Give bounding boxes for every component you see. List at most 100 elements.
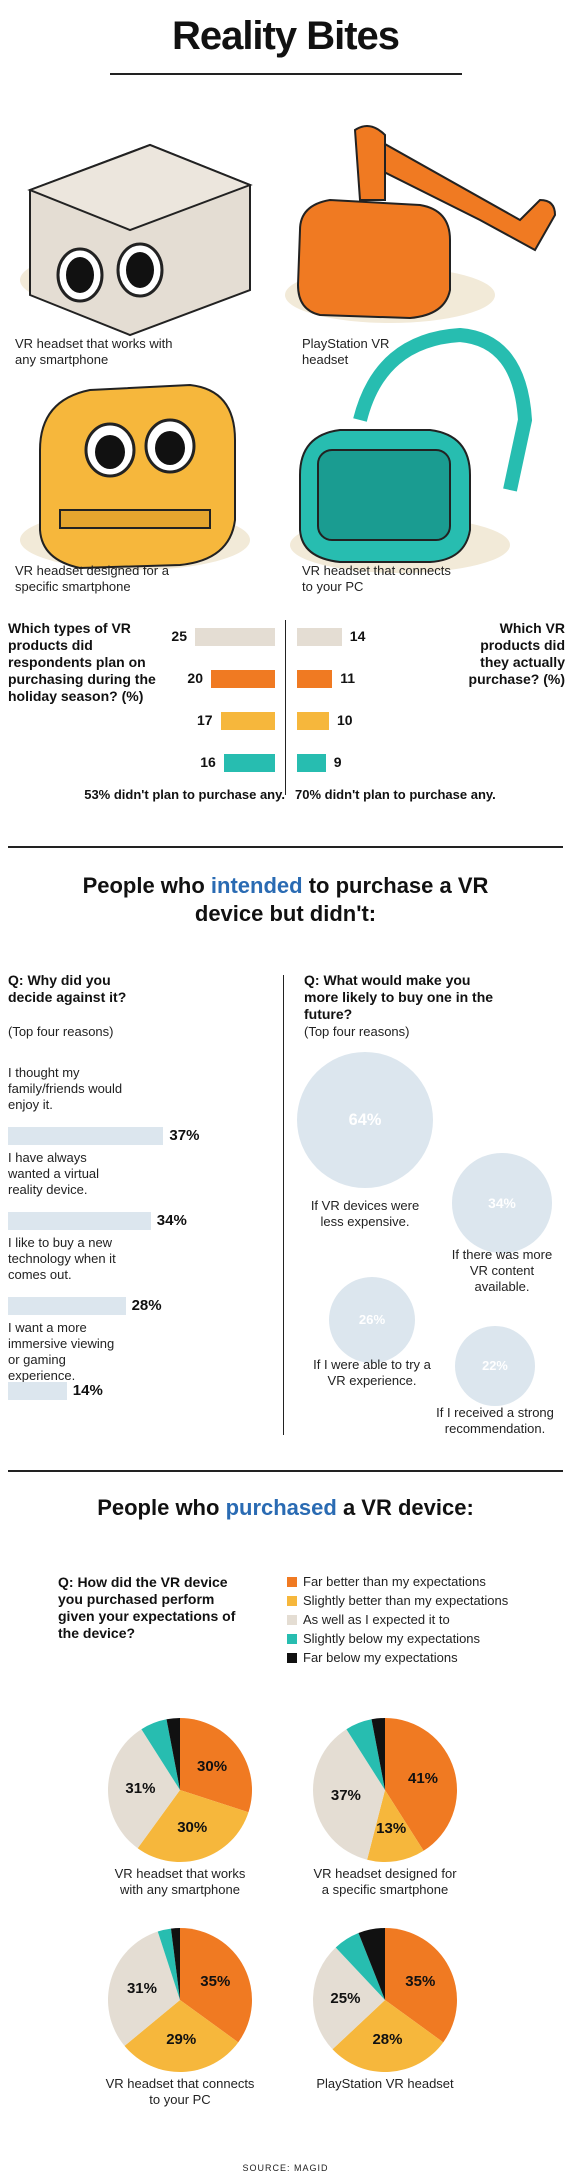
reason-bar [8, 1127, 164, 1145]
pie-caption: VR headset designed for a specific smart… [313, 1866, 457, 1897]
legend-label: Slightly better than my expectations [303, 1593, 509, 1608]
actual-bar-label: 11 [340, 670, 355, 686]
future-bubble: 34% [452, 1153, 552, 1253]
pie-slice-label: 25% [330, 1989, 361, 2007]
pie-slice [166, 1718, 180, 1790]
pie-slice [335, 1933, 385, 2000]
pie-slice [346, 1719, 385, 1790]
legend-label: As well as I expected it to [303, 1612, 450, 1627]
future-question: Q: What would make you more likely to bu… [304, 972, 494, 1022]
plan-bar [223, 754, 275, 772]
section-divider-1 [8, 846, 563, 848]
pie-slice-label: 35% [405, 1973, 436, 1991]
legend-swatch [287, 1577, 297, 1587]
reason-percent: 34% [156, 1212, 187, 1229]
section3-heading: People who purchased a VR device: [97, 1495, 474, 1520]
legend-swatch [287, 1634, 297, 1644]
actual-bar [297, 712, 329, 730]
plan-bar [195, 628, 275, 646]
reason-bar [8, 1212, 151, 1230]
legend-label: Slightly below my expectations [303, 1631, 481, 1646]
plan-question: Which types of VR products did responden… [8, 620, 156, 704]
pie-slice [124, 2000, 239, 2072]
cardboard-headset-icon [20, 143, 253, 337]
future-reason-text: If I were able to try a VR experience. [313, 1357, 431, 1388]
future-bubble: 22% [455, 1326, 535, 1406]
product-caption-phone: VR headset designed for a specific smart… [15, 563, 169, 594]
reason-text: I want a more immersive viewing or gamin… [8, 1320, 115, 1383]
legend-label: Far better than my expectations [303, 1574, 486, 1589]
reason-percent: 37% [169, 1127, 200, 1144]
plan-bar-label: 20 [187, 670, 203, 686]
playstation-vr-headset-icon [285, 125, 557, 323]
pie-slice [313, 1947, 385, 2050]
pie-slice [371, 1718, 385, 1790]
reason-percent: 14% [72, 1382, 103, 1399]
actual-bar-label: 14 [349, 628, 366, 644]
future-reason-text: If I received a strong recommendation. [436, 1405, 554, 1436]
pie-slice [313, 1729, 385, 1860]
plan-divider [285, 620, 286, 795]
pie-slice [367, 1790, 424, 1862]
title-rule [110, 73, 462, 75]
plan-bar-label: 25 [171, 628, 187, 644]
plan-bar [220, 712, 275, 730]
pie-slice [332, 2000, 444, 2072]
reason-percent: 28% [131, 1297, 162, 1314]
future-reason-text: If there was more VR content available. [451, 1247, 553, 1294]
product-illustrations [20, 125, 557, 573]
pie-caption: VR headset that works with any smartphon… [114, 1866, 246, 1897]
expectation-question: Q: How did the VR device you purchased p… [58, 1574, 236, 1641]
reason-text: I have always wanted a virtual reality d… [8, 1150, 100, 1197]
section-divider-2 [8, 1470, 563, 1472]
pie-slice-label: 29% [166, 2030, 197, 2048]
reason-text: I like to buy a new technology when it c… [8, 1235, 116, 1282]
pie-chart [313, 1718, 457, 1862]
pie-slice [137, 1790, 249, 1862]
pie-slice [180, 1928, 252, 2043]
future-bubble: 26% [328, 1276, 416, 1364]
legend-label: Far below my expectations [303, 1650, 458, 1665]
actual-bar [297, 670, 333, 688]
pie-slice-label: 31% [126, 1979, 157, 1997]
pie-chart [108, 1928, 252, 2072]
actual-bar [297, 754, 326, 772]
reason-text: I thought my family/friends would enjoy … [8, 1065, 123, 1112]
pie-slice [358, 1928, 385, 2000]
why-subtitle: (Top four reasons) [8, 1024, 114, 1039]
pie-slice-label: 28% [372, 2030, 403, 2048]
product-caption-pc: VR headset that connects to your PC [302, 563, 451, 594]
pie-slice-label: 30% [177, 1818, 208, 1836]
pie-slice-label: 13% [376, 1820, 407, 1838]
pie-slice [180, 1718, 252, 1813]
reason-bar [8, 1382, 67, 1400]
pie-slice-label: 30% [197, 1757, 228, 1775]
pie-caption: PlayStation VR headset [316, 2076, 454, 2091]
legend-swatch [287, 1596, 297, 1606]
source-credit: SOURCE: MAGID [242, 2163, 329, 2173]
actual-bar-label: 9 [333, 754, 342, 770]
pc-headset-icon [290, 327, 533, 573]
pie-slice [108, 1931, 180, 2046]
legend-swatch [287, 1653, 297, 1663]
plan-bar-label: 16 [200, 754, 216, 770]
actual-note: 70% didn't plan to purchase any. [295, 787, 496, 802]
plan-bar-label: 17 [197, 712, 213, 728]
reason-bar [8, 1297, 126, 1315]
pie-slice [157, 1928, 180, 2000]
legend-swatch [287, 1615, 297, 1625]
pie-slice [141, 1719, 180, 1790]
pie-caption: VR headset that connects to your PC [105, 2076, 255, 2107]
plan-bar [211, 670, 275, 688]
future-subtitle: (Top four reasons) [304, 1024, 410, 1039]
actual-question: Which VR products did they actually purc… [468, 620, 565, 687]
pie-slice [170, 1928, 180, 2000]
page-title: Reality Bites [171, 14, 400, 58]
future-reason-text: If VR devices were less expensive. [310, 1198, 420, 1229]
pie-slice-label: 35% [200, 1973, 231, 1991]
pie-slice [107, 1729, 180, 1849]
section2-heading: People who intended to purchase a VR dev… [82, 873, 489, 926]
why-question: Q: Why did you decide against it? [8, 972, 127, 1005]
product-caption-psvr: PlayStation VR headset [302, 336, 390, 367]
section2-divider [283, 975, 284, 1435]
